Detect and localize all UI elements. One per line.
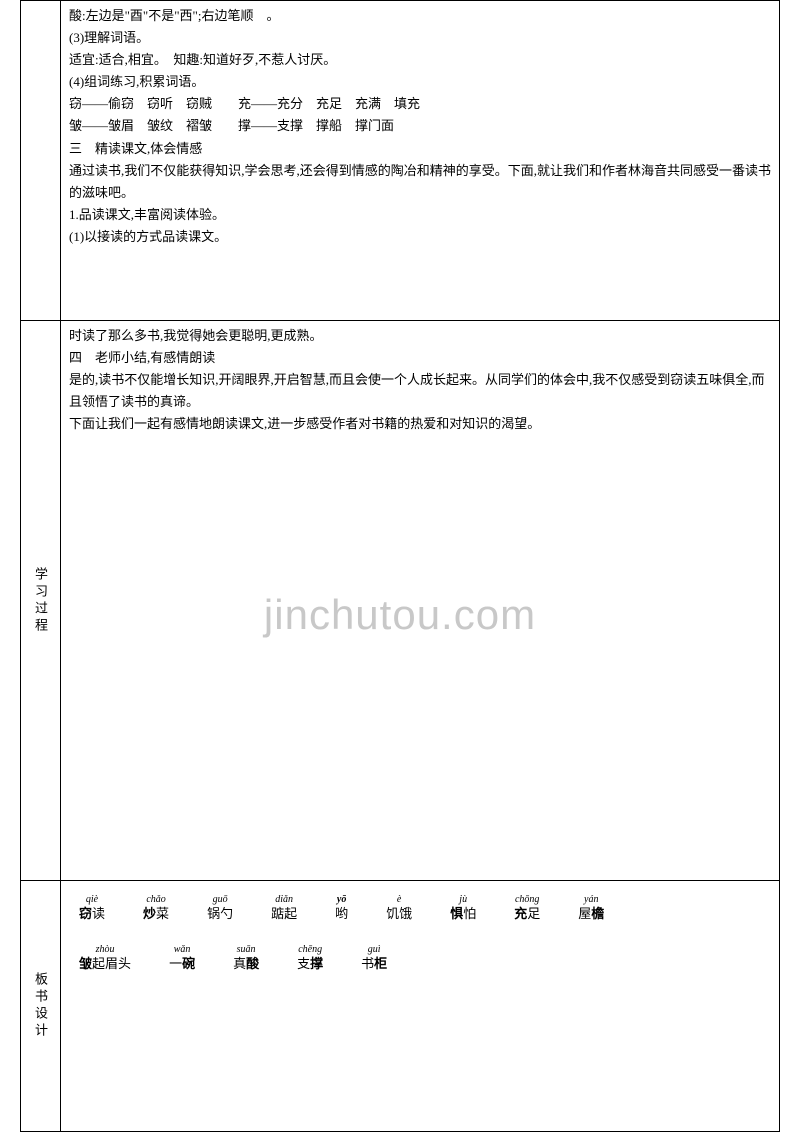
vocab-word: chēng支撑 [297, 945, 323, 973]
pinyin-label: wǎn [174, 945, 191, 955]
hanzi-base: 饥饿 [386, 905, 412, 923]
section-2-row: 学习过程 时读了那么多书,我觉得她会更聪明,更成熟。 四 老师小结,有感情朗读 … [21, 321, 779, 881]
section-3-content: qiè窃读 chǎo炒菜 guō锅勺 diǎn踮起 yō哟 è饥饿 jù惧怕 chōng充足 y… [61, 881, 779, 1131]
text-line: 四 老师小结,有感情朗读 [69, 347, 771, 369]
text-line: 酸:左边是"酉"不是"西";右边笔顺 。 [69, 5, 771, 27]
vocab-word: yō哟 [335, 895, 348, 923]
document-table: 酸:左边是"酉"不是"西";右边笔顺 。 (3)理解词语。 适宜:适合,相宜。 … [20, 0, 780, 1132]
hanzi-base: 一碗 [169, 955, 195, 973]
hanzi-base: 书柜 [361, 955, 387, 973]
text-line: (3)理解词语。 [69, 27, 771, 49]
section-3-label: 板书设计 [21, 881, 61, 1131]
pinyin-label: suān [237, 945, 256, 955]
text-line: 通过读书,我们不仅能获得知识,学会思考,还会得到情感的陶冶和精神的享受。下面,就… [69, 160, 771, 204]
text-line: 下面让我们一起有感情地朗读课文,进一步感受作者对书籍的热爱和对知识的渴望。 [69, 413, 771, 435]
hanzi-base: 真酸 [233, 955, 259, 973]
text-line: 时读了那么多书,我觉得她会更聪明,更成熟。 [69, 325, 771, 347]
hanzi-base: 窃读 [79, 905, 105, 923]
text-line: 是的,读书不仅能增长知识,开阔眼界,开启智慧,而且会使一个人成长起来。从同学们的… [69, 369, 771, 413]
pinyin-label: qiè [86, 895, 98, 905]
pinyin-label: diǎn [275, 895, 293, 905]
vocab-word: guì书柜 [361, 945, 387, 973]
pinyin-label: chǎo [146, 895, 165, 905]
vocab-word: jù惧怕 [450, 895, 476, 923]
vocab-word: diǎn踮起 [271, 895, 297, 923]
pinyin-label: è [397, 895, 401, 905]
vocab-word: yán屋檐 [578, 895, 604, 923]
vocab-word: zhòu皱起眉头 [79, 945, 131, 973]
pinyin-label: guō [213, 895, 228, 905]
section-1-label [21, 1, 61, 320]
hanzi-base: 哟 [335, 905, 348, 923]
vocab-word: qiè窃读 [79, 895, 105, 923]
vocab-word: guō锅勺 [207, 895, 233, 923]
pinyin-label: yán [584, 895, 598, 905]
text-line: 三 精读课文,体会情感 [69, 138, 771, 160]
hanzi-base: 惧怕 [450, 905, 476, 923]
text-line: 1.品读课文,丰富阅读体验。 [69, 204, 771, 226]
hanzi-base: 屋檐 [578, 905, 604, 923]
hanzi-base: 皱起眉头 [79, 955, 131, 973]
text-line: 皱——皱眉 皱纹 褶皱 撑——支撑 撑船 撑门面 [69, 115, 771, 137]
pinyin-label: guì [368, 945, 381, 955]
vocab-word: chōng充足 [514, 895, 540, 923]
text-line: (1)以接读的方式品读课文。 [69, 226, 771, 248]
section-3-row: 板书设计 qiè窃读 chǎo炒菜 guō锅勺 diǎn踮起 yō哟 è饥饿 jù惧怕 chō… [21, 881, 779, 1131]
pinyin-label: chōng [515, 895, 539, 905]
hanzi-base: 充足 [514, 905, 540, 923]
section-1-row: 酸:左边是"酉"不是"西";右边笔顺 。 (3)理解词语。 适宜:适合,相宜。 … [21, 1, 779, 321]
vocab-word: suān真酸 [233, 945, 259, 973]
pinyin-label: chēng [298, 945, 322, 955]
vocab-row: qiè窃读 chǎo炒菜 guō锅勺 diǎn踮起 yō哟 è饥饿 jù惧怕 chōng充足 y… [69, 889, 771, 925]
vocab-word: è饥饿 [386, 895, 412, 923]
section-2-content: 时读了那么多书,我觉得她会更聪明,更成熟。 四 老师小结,有感情朗读 是的,读书… [61, 321, 779, 880]
hanzi-base: 支撑 [297, 955, 323, 973]
text-line: (4)组词练习,积累词语。 [69, 71, 771, 93]
section-1-content: 酸:左边是"酉"不是"西";右边笔顺 。 (3)理解词语。 适宜:适合,相宜。 … [61, 1, 779, 320]
pinyin-label: jù [459, 895, 467, 905]
hanzi-base: 踮起 [271, 905, 297, 923]
section-2-label: 学习过程 [21, 321, 61, 880]
hanzi-base: 锅勺 [207, 905, 233, 923]
pinyin-label: yō [337, 895, 346, 905]
text-line: 适宜:适合,相宜。 知趣:知道好歹,不惹人讨厌。 [69, 49, 771, 71]
text-line: 窃——偷窃 窃听 窃贼 充——充分 充足 充满 填充 [69, 93, 771, 115]
hanzi-base: 炒菜 [143, 905, 169, 923]
vocab-word: wǎn一碗 [169, 945, 195, 973]
vocab-row: zhòu皱起眉头 wǎn一碗 suān真酸 chēng支撑 guì书柜 [69, 939, 771, 975]
vocab-word: chǎo炒菜 [143, 895, 169, 923]
pinyin-label: zhòu [96, 945, 115, 955]
